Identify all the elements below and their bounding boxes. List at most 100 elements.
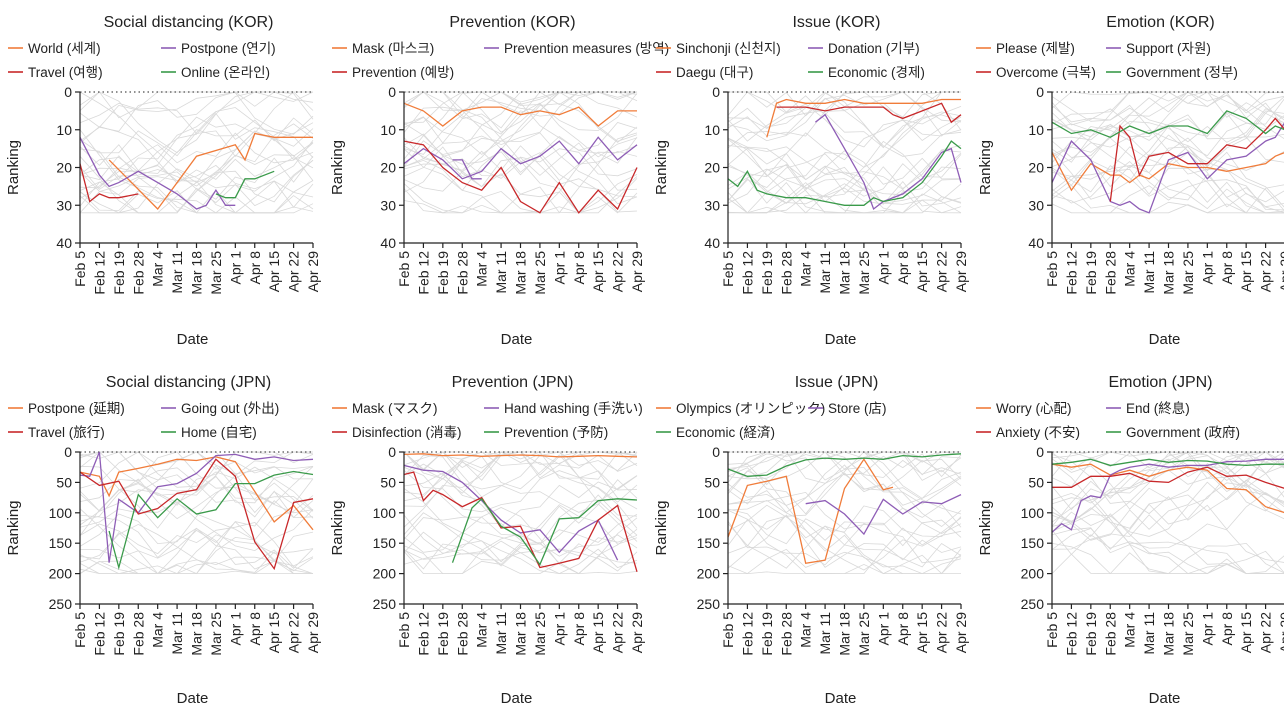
x-tick-label: Feb 5 [720, 612, 736, 648]
x-tick-label: Feb 12 [739, 612, 755, 656]
y-tick-label: 20 [56, 160, 72, 176]
x-axis-label: Date [1149, 331, 1181, 348]
background-trajectories [79, 91, 314, 214]
x-tick-label: Apr 22 [610, 612, 626, 653]
chart-panel: Prevention (KOR) Mask (마스크) Prevention mea… [329, 14, 669, 348]
background-line [79, 451, 314, 536]
background-line [403, 472, 638, 531]
background-line [1051, 455, 1284, 523]
series-line [79, 137, 236, 210]
y-axis-label: Ranking [329, 500, 346, 555]
series-line [1051, 152, 1284, 192]
x-tick-label: Apr 8 [571, 612, 587, 646]
x-tick-label: Feb 5 [720, 251, 736, 287]
legend-label: Daegu (대구) [676, 65, 753, 80]
x-tick-label: Feb 12 [1063, 612, 1079, 656]
legend-label: Donation (기부) [828, 41, 920, 56]
series-line [1051, 122, 1284, 214]
y-tick-label: 0 [712, 84, 720, 100]
background-line [1051, 91, 1284, 125]
background-line [1051, 104, 1284, 171]
background-line [403, 517, 638, 575]
background-line [1051, 451, 1284, 473]
x-tick-label: Mar 4 [798, 251, 814, 287]
legend-label: Government (정부) [1126, 65, 1238, 80]
background-line [79, 112, 314, 175]
background-line [403, 116, 638, 205]
x-tick-label: Apr 8 [1219, 251, 1235, 285]
background-line [79, 91, 314, 157]
y-tick-label: 0 [388, 444, 396, 460]
legend-label: End (終息) [1126, 400, 1190, 416]
x-tick-label: Feb 12 [739, 251, 755, 295]
series-line [727, 458, 894, 565]
legend-label: Please (제발) [996, 41, 1075, 56]
chart-title: Prevention (JPN) [452, 374, 574, 391]
background-trajectories [403, 451, 638, 575]
x-tick-label: Feb 19 [111, 251, 127, 295]
background-line [79, 91, 314, 132]
series-line [452, 159, 482, 180]
x-tick-label: Feb 12 [1063, 251, 1079, 295]
x-tick-label: Feb 5 [1044, 251, 1060, 287]
x-tick-label: Feb 28 [130, 612, 146, 656]
background-line [728, 91, 961, 148]
x-tick-label: Apr 22 [286, 251, 302, 292]
y-tick-label: 0 [64, 84, 72, 100]
x-tick-label: Apr 8 [1219, 612, 1235, 646]
x-tick-label: Mar 18 [189, 612, 205, 656]
x-tick-label: Apr 29 [953, 612, 969, 653]
y-tick-label: 100 [697, 505, 721, 521]
background-line [403, 91, 638, 155]
y-tick-label: 10 [380, 122, 396, 138]
x-tick-label: Apr 29 [629, 612, 645, 653]
background-line [403, 451, 638, 503]
background-line [79, 102, 314, 158]
x-tick-label: Feb 28 [454, 612, 470, 656]
x-tick-label: Mar 18 [513, 251, 529, 295]
background-line [727, 451, 962, 499]
background-line [79, 154, 314, 214]
legend-label: Postpone (延期) [28, 401, 125, 416]
background-line [727, 457, 962, 514]
y-tick-label: 200 [49, 566, 73, 582]
x-tick-label: Apr 22 [934, 612, 950, 653]
y-axis-label: Ranking [653, 500, 670, 555]
legend-label: Hand washing (手洗い) [504, 401, 643, 416]
x-tick-label: Apr 22 [1258, 612, 1274, 653]
background-line [1051, 527, 1284, 575]
background-line [403, 534, 638, 574]
background-line [403, 454, 638, 542]
x-tick-label: Apr 8 [247, 251, 263, 285]
x-tick-label: Feb 5 [396, 251, 412, 287]
chart-title: Emotion (KOR) [1106, 14, 1214, 31]
x-tick-label: Apr 15 [914, 251, 930, 292]
background-line [1051, 110, 1284, 168]
y-tick-label: 200 [1021, 566, 1045, 582]
y-tick-label: 100 [373, 505, 397, 521]
y-tick-label: 40 [704, 235, 720, 251]
x-tick-label: Apr 1 [875, 612, 891, 646]
chart-panel: Prevention (JPN) Mask (マスク) Hand washing (… [329, 374, 645, 706]
x-tick-label: Mar 11 [169, 612, 185, 655]
background-line [727, 103, 962, 148]
x-tick-label: Apr 1 [227, 612, 243, 646]
background-line [1051, 495, 1284, 575]
y-tick-label: 40 [380, 235, 396, 251]
x-axis-label: Date [1149, 690, 1181, 706]
legend-label: Disinfection (消毒) [352, 425, 462, 440]
y-axis-label: Ranking [977, 140, 994, 195]
y-tick-label: 10 [704, 122, 720, 138]
series-line [79, 456, 314, 531]
x-tick-label: Mar 25 [532, 251, 548, 295]
background-line [727, 504, 962, 571]
background-line [1051, 137, 1284, 214]
series-line [1052, 466, 1284, 489]
series-line [727, 140, 962, 206]
chart-panel: Issue (KOR) Sinchonji (신천지) Donation (기부) D… [653, 14, 969, 348]
x-tick-label: Apr 29 [1277, 251, 1284, 292]
x-tick-label: Mar 18 [189, 251, 205, 295]
x-tick-label: Feb 5 [72, 251, 88, 287]
background-line [79, 522, 314, 574]
background-line [403, 122, 638, 176]
